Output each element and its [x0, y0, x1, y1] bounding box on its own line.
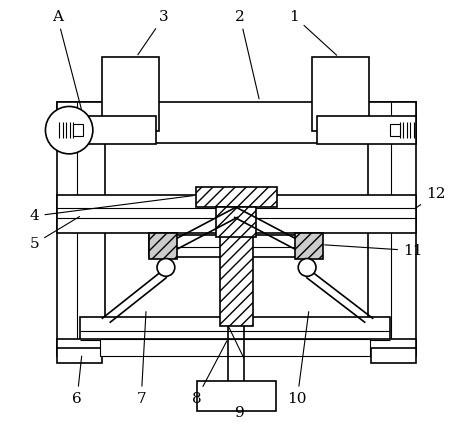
Bar	[57, 339, 416, 356]
Bar	[100, 339, 370, 356]
Text: 8: 8	[191, 341, 227, 406]
Bar	[149, 233, 177, 259]
Bar	[57, 102, 105, 353]
Text: 2: 2	[235, 10, 259, 99]
Text: 11: 11	[325, 244, 422, 258]
Text: 10: 10	[288, 312, 309, 406]
Bar	[57, 195, 416, 233]
Text: 7: 7	[137, 312, 146, 406]
Circle shape	[298, 259, 316, 276]
Bar	[368, 102, 416, 353]
Bar	[216, 207, 256, 237]
Circle shape	[46, 107, 93, 154]
Text: 3: 3	[138, 10, 169, 55]
Text: 4: 4	[30, 196, 193, 223]
Bar	[317, 116, 416, 144]
Bar	[80, 317, 390, 354]
Bar	[371, 348, 416, 363]
Bar	[57, 102, 416, 143]
Bar	[390, 124, 400, 136]
Bar	[73, 124, 83, 136]
Circle shape	[157, 259, 175, 276]
Text: A: A	[52, 10, 81, 109]
Bar	[197, 381, 275, 411]
Bar	[312, 57, 369, 131]
Text: 6: 6	[72, 356, 82, 406]
Bar	[220, 207, 253, 326]
Bar	[57, 348, 102, 363]
Bar	[102, 57, 159, 131]
Bar	[295, 233, 323, 259]
Bar	[196, 187, 277, 207]
Text: 12: 12	[415, 187, 445, 209]
Bar	[149, 235, 322, 256]
Text: 5: 5	[30, 217, 80, 251]
Text: 9: 9	[235, 407, 245, 420]
Bar	[57, 116, 156, 144]
Text: 1: 1	[290, 10, 337, 55]
